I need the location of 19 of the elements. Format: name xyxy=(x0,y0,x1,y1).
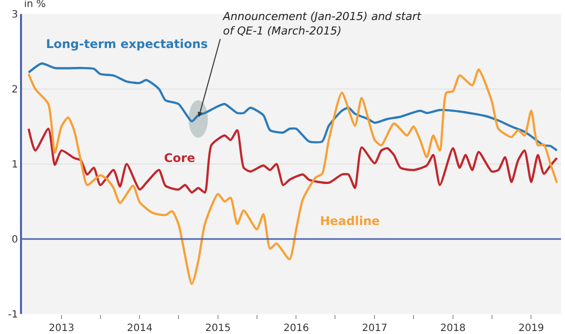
y-tick-label: 3 xyxy=(12,10,18,20)
series-label: Headline xyxy=(320,214,380,228)
series-label: Core xyxy=(164,151,196,165)
series-label: Long-term expectations xyxy=(46,37,208,51)
y-tick-label: 2 xyxy=(12,84,18,96)
x-tick-label: 2017 xyxy=(362,323,388,334)
annotation: Announcement (Jan-2015) and start of QE-1 (March-2015) xyxy=(222,10,422,38)
y-tick-label: 1 xyxy=(12,160,18,170)
line-series xyxy=(28,128,558,194)
line-series xyxy=(28,62,558,152)
x-tick-label: 2014 xyxy=(126,323,152,334)
x-tick-label: 2018 xyxy=(440,323,466,334)
x-tick-label: 2019 xyxy=(518,323,544,334)
y-tick-label: -1 xyxy=(8,310,18,320)
x-tick-label: 2016 xyxy=(283,323,309,334)
y-tick-label: 0 xyxy=(12,234,18,246)
x-tick-label: 2013 xyxy=(48,323,74,334)
line-series xyxy=(28,68,558,286)
x-tick-label: 2015 xyxy=(205,323,231,334)
